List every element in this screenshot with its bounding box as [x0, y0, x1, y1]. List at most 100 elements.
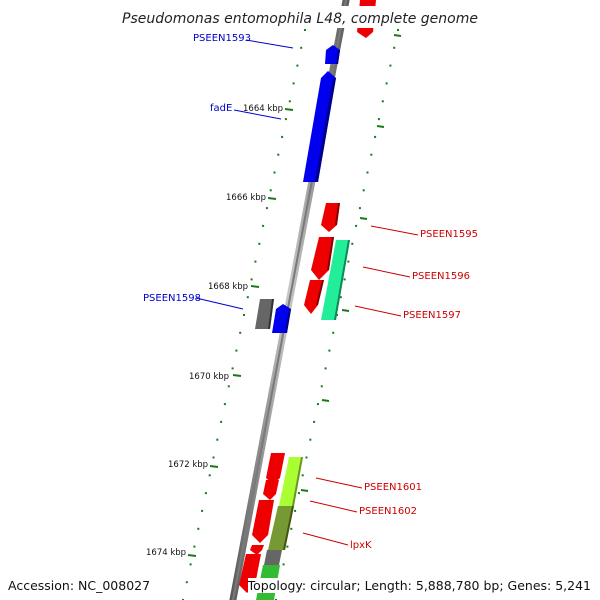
gene-red-a[interactable] [266, 453, 285, 484]
outer-track-dot [374, 135, 377, 138]
outer-track-dot [294, 509, 297, 512]
gene-mint[interactable] [321, 240, 350, 320]
gene-red-b[interactable] [263, 480, 279, 500]
gene-lpxk-gray[interactable] [264, 550, 282, 565]
outer-track-dot [336, 314, 338, 316]
outer-track-dot [389, 64, 392, 67]
connector-pseen1595 [370, 225, 419, 236]
outer-track-dot [362, 189, 365, 192]
inner-track-dot [239, 331, 242, 334]
inner-track-dot [212, 456, 215, 459]
gene-red-c[interactable] [252, 500, 274, 543]
tick-mark-outer [359, 217, 368, 220]
outer-track-dot [320, 385, 323, 388]
gene-red-d[interactable] [250, 545, 264, 555]
gene-fade[interactable] [303, 71, 336, 182]
label-pseen1601[interactable]: PSEEN1601 [364, 482, 422, 493]
label-pseen1597[interactable]: PSEEN1597 [403, 310, 461, 321]
tick-mark-outer [341, 309, 350, 312]
gene-pseen1597[interactable] [304, 280, 324, 314]
outer-track-dot [297, 492, 300, 495]
tick-mark-1670 [232, 374, 242, 377]
inner-track-dot [220, 420, 223, 423]
outer-track-dot [393, 46, 396, 49]
tick-mark-1666 [267, 197, 277, 200]
inner-track-dot [292, 82, 295, 85]
tick-label-1670: 1670 kbp [189, 372, 229, 382]
gene-red-e[interactable] [239, 554, 261, 593]
connector-pseen1601 [315, 477, 363, 489]
gene-pseen1602[interactable] [268, 506, 294, 550]
outer-track-dot [286, 545, 289, 548]
tick-mark-1668 [250, 285, 260, 288]
connector-pseen1602 [309, 500, 358, 513]
inner-track-dot [216, 438, 219, 441]
inner-track-dot [254, 260, 257, 263]
label-pseen1602[interactable]: PSEEN1602 [359, 506, 417, 517]
inner-track-dot [204, 492, 207, 495]
outer-track-dot [290, 527, 293, 530]
outer-track-dot [347, 260, 350, 263]
accession-text: Accession: NC_008027 [8, 578, 151, 593]
tick-mark-1672 [209, 465, 219, 468]
outer-track-dot [355, 224, 358, 227]
inner-track-dot [189, 563, 192, 566]
inner-track-dot [262, 224, 265, 227]
gene-pseen1601[interactable] [279, 457, 303, 506]
inner-track-dot [235, 349, 238, 352]
label-lpxk[interactable]: lpxK [350, 540, 372, 551]
connector-pseen1597 [354, 305, 402, 317]
connector-lpxk [302, 532, 349, 546]
tick-label-1672: 1672 kbp [168, 460, 208, 470]
outer-track-dot [343, 278, 346, 281]
inner-track-dot [208, 474, 211, 477]
inner-track-dot [185, 581, 188, 584]
tick-mark-1664 [284, 108, 294, 111]
outer-track-dot [358, 207, 361, 210]
outer-track-dot [313, 420, 316, 423]
inner-track-dot [227, 385, 230, 388]
inner-track-dot [231, 367, 234, 370]
inner-track-dot [288, 100, 291, 103]
gene-pseen1596-shade [327, 237, 334, 270]
inner-track-dot [281, 135, 284, 138]
outer-dotted-circle [275, 29, 399, 600]
inner-track-dot [273, 171, 276, 174]
outer-track-dot [324, 367, 327, 370]
tick-mark-outer [300, 489, 309, 492]
outer-track-dot [377, 118, 380, 121]
inner-track-dot [250, 278, 253, 281]
label-pseen1596[interactable]: PSEEN1596 [412, 271, 470, 282]
inner-track-dot [258, 242, 261, 245]
gene-pseen1602-shade [283, 506, 294, 550]
outer-track-dot [339, 296, 342, 299]
label-pseen1598[interactable]: PSEEN1598 [143, 293, 201, 304]
tick-mark-outer [376, 125, 385, 128]
topology-text: Topology: circular; Length: 5,888,780 bp… [247, 578, 591, 593]
title-background [120, 6, 480, 28]
inner-track-dot [197, 527, 200, 530]
gene-pseen1593[interactable] [325, 45, 340, 64]
inner-track-dot [223, 403, 226, 406]
tick-mark-1674 [187, 554, 197, 557]
outer-track-dot [397, 29, 399, 31]
outer-track-dot [309, 438, 312, 441]
label-pseen1595[interactable]: PSEEN1595 [420, 229, 478, 240]
outer-track-dot [301, 474, 304, 477]
connector-fade [233, 109, 282, 120]
outer-track-dot [328, 349, 331, 352]
label-fade[interactable]: fadE [210, 103, 232, 114]
inner-track-dot [265, 207, 268, 210]
gene-fade-shade [315, 78, 336, 182]
label-connectors [195, 39, 419, 546]
gene-pseen1593-shade [336, 50, 340, 64]
outer-track-dot [370, 153, 373, 156]
gene-pseen1598-gray-shade [268, 299, 274, 329]
tick-mark-outer [321, 399, 330, 402]
inner-track-dot [243, 314, 245, 316]
gene-pseen1597-shade [316, 280, 324, 305]
label-pseen1593[interactable]: PSEEN1593 [193, 33, 251, 44]
gene-mint-shade [334, 240, 350, 320]
map-title: Pseudomonas entomophila L48, complete ge… [122, 11, 478, 27]
